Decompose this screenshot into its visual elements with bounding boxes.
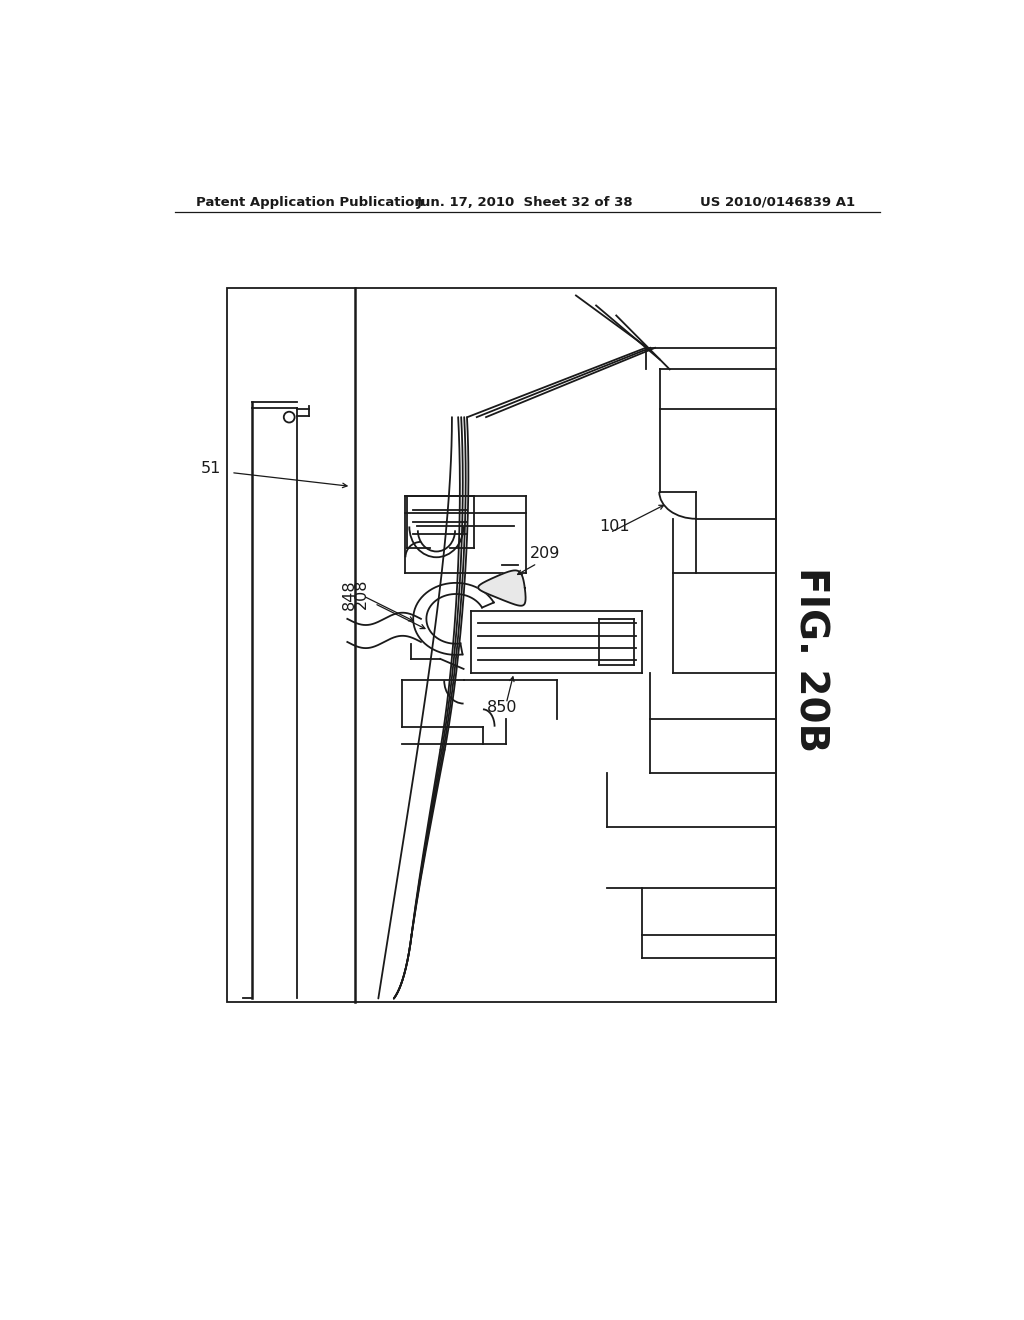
Text: US 2010/0146839 A1: US 2010/0146839 A1: [699, 195, 855, 209]
Text: Patent Application Publication: Patent Application Publication: [197, 195, 424, 209]
Text: 208: 208: [353, 579, 369, 610]
Polygon shape: [478, 570, 525, 606]
Text: Jun. 17, 2010  Sheet 32 of 38: Jun. 17, 2010 Sheet 32 of 38: [417, 195, 633, 209]
Text: 848: 848: [342, 579, 357, 610]
Text: 101: 101: [599, 519, 630, 535]
Text: 209: 209: [529, 546, 560, 561]
Text: 51: 51: [201, 461, 221, 477]
Bar: [227, 288, 776, 1002]
Text: FIG. 20B: FIG. 20B: [792, 566, 829, 752]
Text: 850: 850: [486, 700, 517, 715]
